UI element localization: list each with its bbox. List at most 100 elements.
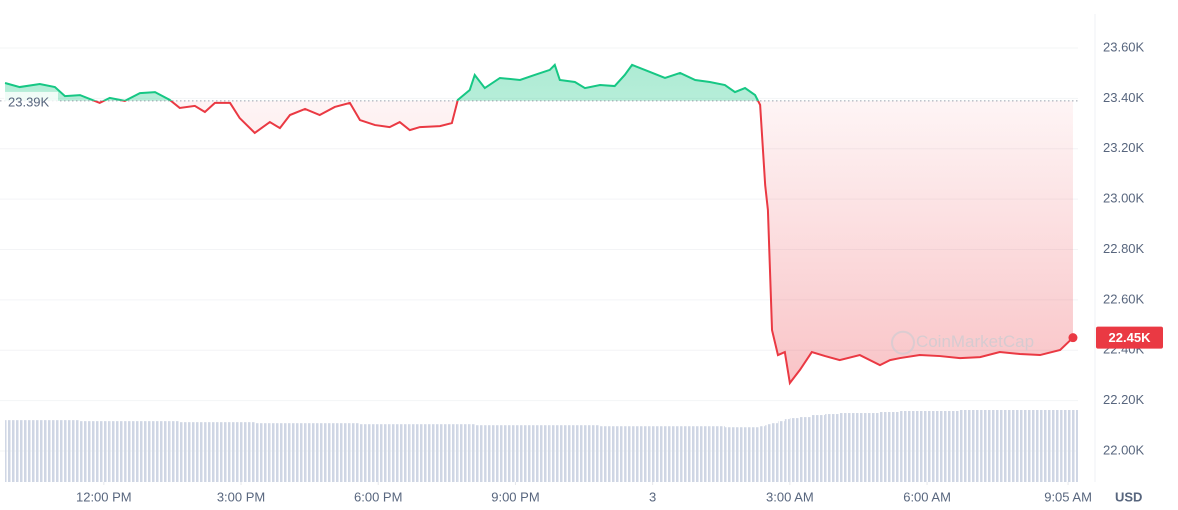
baseline-label-bg bbox=[4, 91, 58, 110]
volume-bar bbox=[124, 421, 140, 482]
volume-bar bbox=[695, 426, 710, 482]
volume-bar bbox=[649, 426, 666, 482]
volume-bar bbox=[409, 424, 420, 482]
volume-bar bbox=[169, 421, 180, 482]
volume-bar bbox=[230, 422, 240, 482]
volume-bar bbox=[760, 426, 766, 482]
volume-bar bbox=[334, 423, 350, 482]
volume-bar bbox=[419, 424, 440, 482]
volume-bar bbox=[5, 420, 20, 482]
volume-bar bbox=[584, 425, 601, 482]
price-badge-label: 22.45K bbox=[1109, 330, 1152, 345]
baseline-label: 23.39K bbox=[8, 94, 50, 109]
volume-bar bbox=[469, 424, 475, 482]
volume-bar bbox=[960, 410, 981, 482]
volume-bar bbox=[204, 422, 215, 482]
volume-bar bbox=[54, 420, 65, 482]
volume-bar bbox=[155, 421, 170, 482]
x-tick-label: 3:00 PM bbox=[217, 489, 265, 504]
volume-bar bbox=[939, 411, 961, 482]
volume-bar bbox=[1060, 410, 1073, 482]
volume-bar bbox=[574, 425, 585, 482]
y-unit: USD bbox=[1115, 489, 1142, 504]
y-tick-label: 22.20K bbox=[1103, 392, 1145, 407]
volume-bar bbox=[349, 423, 360, 482]
y-tick-label: 23.60K bbox=[1103, 39, 1145, 54]
volume-bar bbox=[139, 421, 156, 482]
price-line-down bbox=[91, 100, 1074, 386]
volume-bar bbox=[549, 425, 555, 482]
volume-bar bbox=[789, 418, 800, 482]
y-tick-label: 23.20K bbox=[1103, 140, 1145, 155]
watermark-logo bbox=[891, 330, 915, 355]
volume-bar bbox=[680, 426, 696, 482]
volume-bar bbox=[269, 423, 280, 482]
volume-bar bbox=[665, 426, 681, 482]
volume-bar bbox=[439, 424, 452, 482]
volume-bar bbox=[457, 424, 470, 482]
y-tick-label: 23.00K bbox=[1103, 191, 1145, 206]
volume-bar bbox=[389, 424, 400, 482]
volume-bar bbox=[484, 425, 500, 482]
volume-bar bbox=[214, 422, 231, 482]
volume-bar bbox=[19, 420, 40, 482]
volume-bar bbox=[99, 421, 110, 482]
volume-bar bbox=[919, 411, 940, 482]
y-tick-label: 22.00K bbox=[1103, 442, 1145, 457]
volume-bar bbox=[305, 423, 320, 482]
volume-bar bbox=[734, 427, 746, 482]
last-point bbox=[1068, 333, 1078, 343]
volume-bar bbox=[811, 415, 826, 482]
x-tick-label: 3 bbox=[649, 489, 656, 504]
x-tick-label: 6:00 PM bbox=[354, 489, 402, 504]
price-line-up bbox=[4, 63, 760, 101]
volume-bar bbox=[1019, 410, 1041, 482]
volume-bar bbox=[474, 425, 485, 482]
volume-bar bbox=[109, 421, 125, 482]
volume-bar bbox=[777, 421, 785, 482]
volume-bar bbox=[600, 426, 615, 482]
volume-bar bbox=[709, 426, 725, 482]
volume-bar bbox=[624, 426, 633, 482]
volume-bar bbox=[772, 423, 778, 482]
x-tick-label: 6:00 AM bbox=[903, 489, 951, 504]
y-tick-label: 22.80K bbox=[1103, 241, 1145, 256]
volume-bar bbox=[799, 417, 812, 482]
volume-bar bbox=[839, 413, 860, 482]
area-down bbox=[5, 100, 1073, 384]
volume-bar bbox=[1040, 410, 1061, 482]
x-tick-label: 3:00 AM bbox=[766, 489, 814, 504]
volume-bar bbox=[359, 424, 376, 482]
y-tick-label: 23.40K bbox=[1103, 90, 1145, 105]
volume-bar bbox=[289, 423, 306, 482]
volume-bar bbox=[64, 420, 81, 482]
volume-bar bbox=[559, 425, 575, 482]
x-tick-label: 9:05 AM bbox=[1044, 489, 1092, 504]
volume-bar bbox=[399, 424, 410, 482]
volume-bar bbox=[980, 410, 1000, 482]
volume-bar bbox=[279, 423, 290, 482]
volume-bar bbox=[614, 426, 625, 482]
volume-bar bbox=[755, 427, 761, 482]
volume-bar bbox=[825, 414, 840, 482]
volume-bar bbox=[765, 425, 768, 482]
area-up bbox=[5, 64, 759, 101]
volume-bar bbox=[179, 422, 195, 482]
volume-bar bbox=[900, 411, 920, 482]
volume-bar bbox=[194, 422, 205, 482]
volume-bar bbox=[319, 423, 335, 482]
volume-bar bbox=[724, 427, 735, 482]
x-tick-label: 12:00 PM bbox=[76, 489, 132, 504]
volume-bar bbox=[520, 425, 535, 482]
volume-bar bbox=[499, 425, 521, 482]
watermark: CoinMarketCap bbox=[916, 332, 1034, 351]
volume-bar bbox=[451, 424, 458, 482]
volume-bar bbox=[767, 424, 773, 482]
volume-bar bbox=[254, 423, 270, 482]
volume-bar bbox=[239, 422, 255, 482]
volume-bar bbox=[80, 421, 100, 482]
volume-bar bbox=[632, 426, 650, 482]
volume-bar bbox=[784, 419, 790, 482]
